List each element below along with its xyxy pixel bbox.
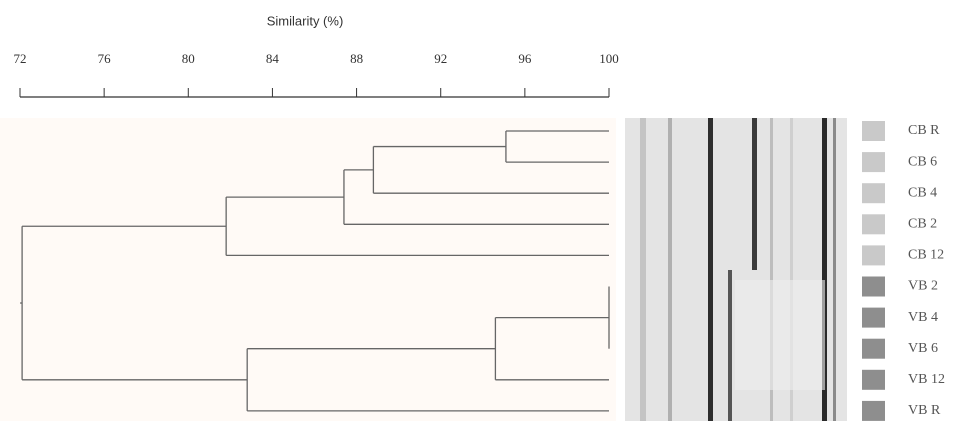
chart: Similarity (%) 72 76 80 84 88 92 96 100 CB R CB 6…: [0, 0, 963, 421]
group-swatch: [862, 121, 885, 141]
leaf-label: CB 12: [908, 248, 944, 263]
leaf-label: VB 2: [908, 279, 938, 294]
group-swatch: [862, 339, 885, 359]
group-swatch: [862, 277, 885, 297]
axis-title: Similarity (%): [267, 13, 344, 28]
x-tick-label: 96: [518, 51, 532, 66]
gel-image: [625, 118, 847, 421]
leaf-label: CB R: [908, 123, 940, 138]
group-swatch: [862, 401, 885, 421]
leaf-label: VB 6: [908, 341, 938, 356]
group-swatch: [862, 183, 885, 203]
x-tick-label: 92: [434, 51, 447, 66]
x-tick-label: 76: [98, 51, 112, 66]
leaf-label: CB 6: [908, 154, 937, 169]
x-tick-label: 88: [350, 51, 363, 66]
leaf-label: CB 2: [908, 217, 937, 232]
group-swatch: [862, 214, 885, 234]
leaf-label: VB 4: [908, 310, 938, 325]
plot-background: [0, 118, 616, 421]
group-swatch: [862, 308, 885, 328]
leaf-label: VB 12: [908, 372, 945, 387]
x-tick-label: 100: [599, 51, 619, 66]
leaf-label: VB R: [908, 403, 941, 418]
leaf-label: CB 4: [908, 185, 937, 200]
group-swatch: [862, 152, 885, 172]
x-tick-label: 72: [14, 51, 27, 66]
x-tick-label: 80: [182, 51, 195, 66]
group-swatch: [862, 245, 885, 265]
group-swatch: [862, 370, 885, 390]
x-tick-label: 84: [266, 51, 280, 66]
